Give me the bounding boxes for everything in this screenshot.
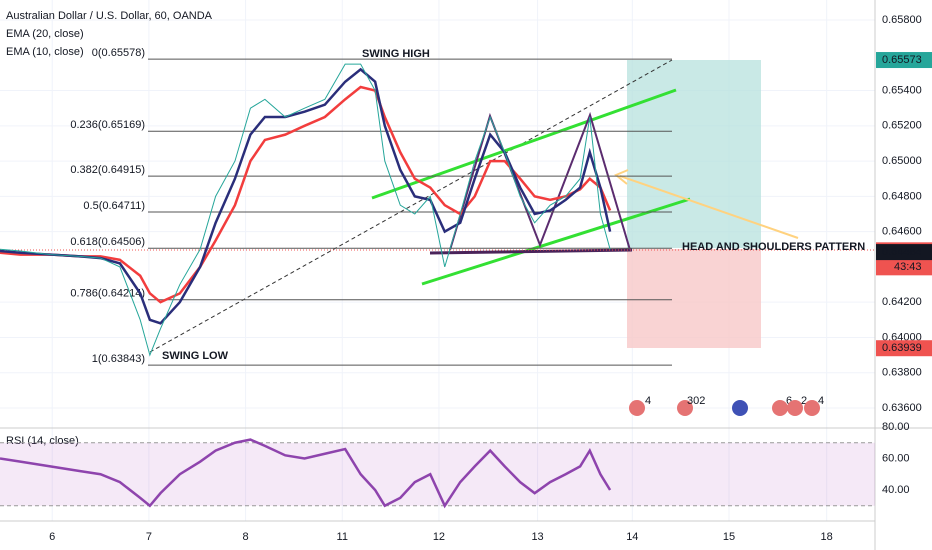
y-tick-label: 0.64600 (882, 226, 922, 238)
event-icon[interactable] (629, 400, 645, 416)
price-tag-label: 0.64484 (882, 246, 922, 258)
event-count: 4 (645, 395, 651, 407)
series-line (0, 85, 612, 304)
chart-title: Australian Dollar / U.S. Dollar, 60, OAN… (6, 10, 213, 22)
fib-label: 1(0.63843) (92, 353, 145, 365)
trendline (149, 59, 673, 353)
price-tag (876, 52, 932, 69)
x-tick-label: 18 (821, 531, 833, 543)
profit-zone (627, 60, 761, 248)
fib-label: 0.786(0.64214) (70, 288, 145, 300)
series-line (0, 63, 611, 357)
price-tag-label: 0.65573 (882, 54, 922, 66)
loss-zone (627, 249, 761, 348)
y-tick-label: 0.65800 (882, 14, 922, 26)
y-tick-label: 0.63600 (882, 402, 922, 414)
event-count: 2 (801, 395, 807, 407)
y-tick-label: 60.00 (882, 452, 910, 464)
fib-label: 0.5(0.64711) (83, 200, 145, 212)
x-tick-label: 6 (49, 531, 55, 543)
x-tick-label: 12 (433, 531, 445, 543)
channel-line (371, 88, 677, 200)
x-tick-label: 7 (146, 531, 152, 543)
countdown: 43:43 (894, 261, 922, 273)
annotation: SWING LOW (162, 350, 229, 362)
series-line (0, 67, 612, 325)
price-tag (876, 340, 932, 357)
legend-entry: EMA (10, close) (6, 46, 84, 58)
rsi-band (0, 442, 875, 506)
rsi-title: RSI (14, close) (6, 435, 79, 447)
y-tick-label: 0.65400 (882, 84, 922, 96)
price-tag (876, 244, 932, 261)
price-tag-label: 0.63939 (882, 342, 922, 354)
event-icon[interactable] (787, 400, 803, 416)
y-tick-label: 80.00 (882, 421, 910, 433)
fib-label: 0.236(0.65169) (70, 119, 145, 131)
countdown-tag (876, 259, 932, 276)
y-tick-label: 0.65200 (882, 120, 922, 132)
event-icon[interactable] (732, 400, 748, 416)
channel-line (421, 197, 691, 286)
series-line (0, 438, 612, 509)
fib-label: 0.618(0.64506) (70, 236, 145, 248)
events: 4 302 6 2 4 (629, 395, 824, 416)
x-tick-label: 11 (337, 531, 348, 543)
event-icon[interactable] (772, 400, 788, 416)
event-count: 302 (687, 395, 705, 407)
annotation: SWING HIGH (362, 48, 430, 60)
event-count: 4 (818, 395, 824, 407)
arrow (619, 175, 799, 239)
x-tick-label: 13 (531, 531, 543, 543)
y-tick-label: 0.63800 (882, 367, 922, 379)
arrow-head (614, 169, 629, 185)
neckline (429, 248, 633, 255)
y-tick-label: 40.00 (882, 484, 910, 496)
event-icon[interactable] (804, 400, 820, 416)
y-tick-label: 0.64800 (882, 190, 922, 202)
legend-entry: EMA (20, close) (6, 28, 84, 40)
x-tick-label: 14 (626, 531, 638, 543)
y-tick-label: 0.65000 (882, 155, 922, 167)
annotation: HEAD AND SHOULDERS PATTERN (682, 241, 865, 253)
fib-label: 0(0.65578) (92, 47, 145, 59)
event-count: 6 (786, 395, 792, 407)
event-icon[interactable] (677, 400, 693, 416)
y-tick-label: 0.64200 (882, 296, 922, 308)
pattern-outline (449, 111, 631, 251)
x-tick-label: 8 (243, 531, 249, 543)
x-tick-label: 15 (723, 531, 735, 543)
fib-label: 0.382(0.64915) (70, 164, 145, 176)
